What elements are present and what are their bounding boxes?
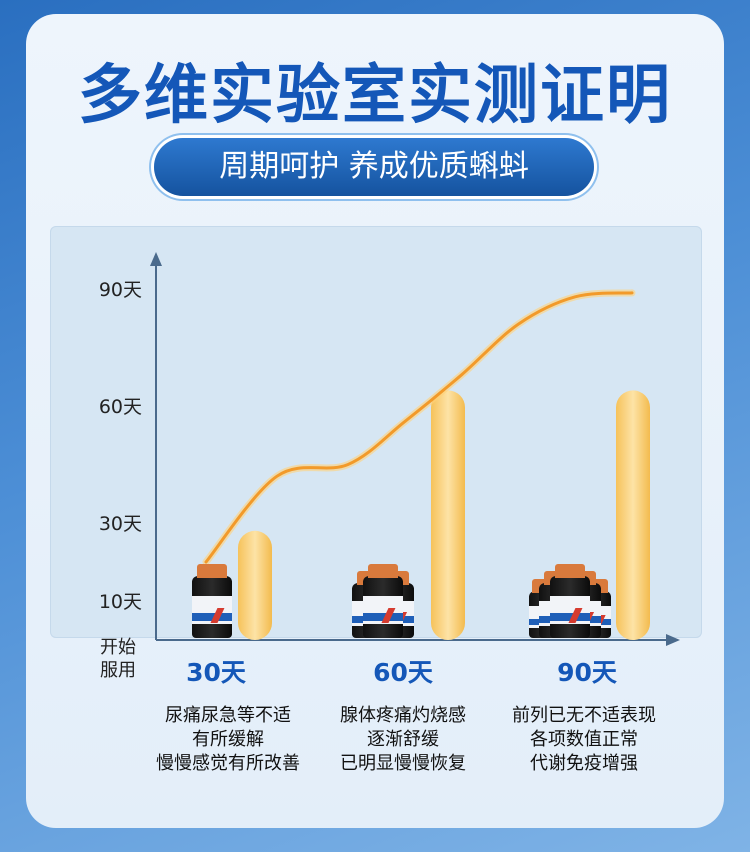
y-axis-arrow <box>150 252 162 266</box>
description-90-line-3: 代谢免疫增强 <box>530 753 638 774</box>
x-axis-arrow <box>666 634 680 646</box>
bar-30天 <box>238 530 272 640</box>
y-tick-label: 10天 <box>99 591 142 613</box>
description-60-line-2: 逐渐舒缓 <box>367 729 439 750</box>
description-30-line-2: 有所缓解 <box>192 729 264 750</box>
subtitle-pill: 周期呵护 养成优质蝌蚪 <box>154 138 594 196</box>
description-30: 尿痛尿急等不适 有所缓解 慢慢感觉有所改善 <box>128 704 328 776</box>
description-60: 腺体疼痛灼烧感 逐渐舒缓 已明显慢慢恢复 <box>303 704 503 776</box>
origin-label: 开始 服用 <box>100 636 160 682</box>
y-tick-labels: 10天 30天 60天 90天 <box>99 279 142 613</box>
bottle-cap <box>367 564 399 578</box>
trend-curve <box>202 289 636 566</box>
page-title: 多维实验室实测证明 <box>78 59 672 133</box>
supplement-bottle <box>550 564 590 638</box>
origin-label-line-2: 服用 <box>100 660 136 681</box>
trend-curve-glow <box>202 289 636 566</box>
period-label-90: 90天 <box>557 658 617 687</box>
bar-90天 <box>616 390 650 640</box>
description-90-line-2: 各项数值正常 <box>530 729 638 750</box>
description-90: 前列已无不适表现 各项数值正常 代谢免疫增强 <box>484 704 684 776</box>
description-30-line-1: 尿痛尿急等不适 <box>165 705 291 726</box>
chart-axes <box>150 252 680 646</box>
bottle-cap <box>554 564 586 578</box>
bottle-cap <box>196 564 228 578</box>
period-label-30: 30天 <box>186 658 246 687</box>
period-label-60: 60天 <box>373 658 433 687</box>
description-30-line-3: 慢慢感觉有所改善 <box>156 753 300 774</box>
supplement-bottle <box>363 564 403 638</box>
description-60-line-1: 腺体疼痛灼烧感 <box>340 705 466 726</box>
y-tick-label: 30天 <box>99 513 142 535</box>
chart-bars <box>238 390 650 640</box>
description-60-line-3: 已明显慢慢恢复 <box>340 753 466 774</box>
description-90-line-1: 前列已无不适表现 <box>512 705 656 726</box>
origin-label-line-1: 开始 <box>100 637 136 658</box>
supplement-bottle <box>192 564 232 638</box>
y-tick-label: 60天 <box>99 396 142 418</box>
bar-60天 <box>431 390 465 640</box>
trend-curve-line <box>204 291 634 564</box>
y-tick-label: 90天 <box>99 279 142 301</box>
